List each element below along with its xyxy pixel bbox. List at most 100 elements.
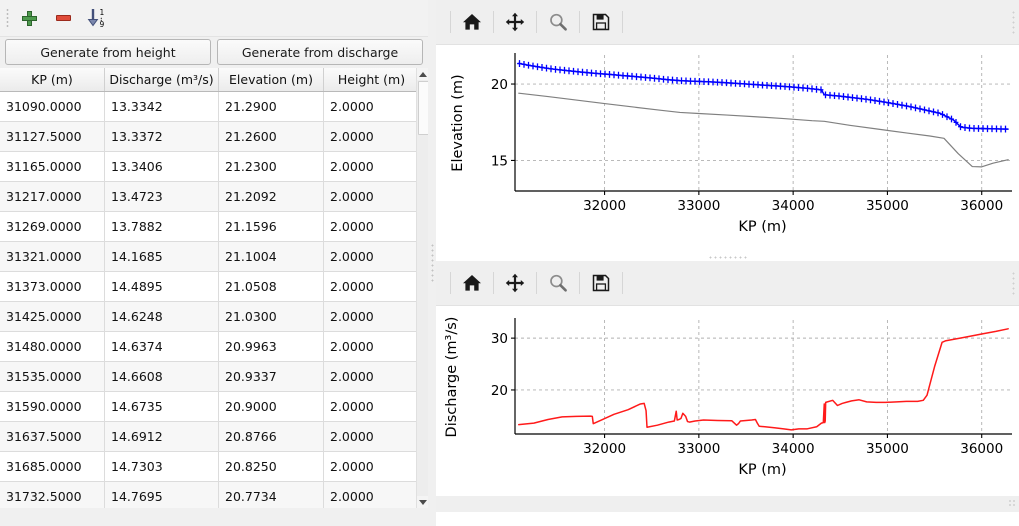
- table-row[interactable]: 31090.0000 13.3342 21.2900 2.0000: [0, 91, 416, 122]
- discharge-plot-canvas[interactable]: 32000 33000 34000 35000 36000 20 30 KP (m) Disch…: [436, 306, 1019, 496]
- home-button-2[interactable]: [455, 266, 489, 300]
- cell-elevation[interactable]: 20.9963: [218, 331, 324, 362]
- cell-height[interactable]: 2.0000: [323, 481, 416, 508]
- cell-kp[interactable]: 31732.5000: [0, 481, 105, 508]
- cell-discharge[interactable]: 14.7695: [104, 481, 219, 508]
- cell-height[interactable]: 2.0000: [323, 391, 416, 422]
- cell-kp[interactable]: 31127.5000: [0, 121, 105, 152]
- cell-elevation[interactable]: 20.7734: [218, 481, 324, 508]
- scroll-up-arrow-icon[interactable]: [417, 68, 429, 80]
- table-row[interactable]: 31590.0000 14.6735 20.9000 2.0000: [0, 391, 416, 422]
- scrollbar-track[interactable]: [417, 80, 429, 496]
- cell-discharge[interactable]: 13.4723: [104, 181, 219, 212]
- cell-elevation[interactable]: 20.9000: [218, 391, 324, 422]
- cell-discharge[interactable]: 14.6374: [104, 331, 219, 362]
- cell-height[interactable]: 2.0000: [323, 91, 416, 122]
- table-row[interactable]: 31165.0000 13.3406 21.2300 2.0000: [0, 151, 416, 182]
- table-row[interactable]: 31685.0000 14.7303 20.8250 2.0000: [0, 451, 416, 482]
- remove-row-button[interactable]: [46, 3, 80, 33]
- cell-discharge[interactable]: 14.6912: [104, 421, 219, 452]
- cell-discharge[interactable]: 14.7303: [104, 451, 219, 482]
- cell-elevation[interactable]: 20.8766: [218, 421, 324, 452]
- table-row[interactable]: 31425.0000 14.6248 21.0300 2.0000: [0, 301, 416, 332]
- cell-elevation[interactable]: 21.1004: [218, 241, 324, 272]
- cell-height[interactable]: 2.0000: [323, 331, 416, 362]
- cell-elevation[interactable]: 21.2092: [218, 181, 324, 212]
- cell-kp[interactable]: 31590.0000: [0, 391, 105, 422]
- cell-kp[interactable]: 31685.0000: [0, 451, 105, 482]
- table-row[interactable]: 31637.5000 14.6912 20.8766 2.0000: [0, 421, 416, 452]
- cell-height[interactable]: 2.0000: [323, 421, 416, 452]
- cell-kp[interactable]: 31165.0000: [0, 151, 105, 182]
- cell-elevation[interactable]: 21.2300: [218, 151, 324, 182]
- cell-height[interactable]: 2.0000: [323, 241, 416, 272]
- toolbar-drag-handle[interactable]: [2, 5, 12, 31]
- home-button[interactable]: [455, 5, 489, 39]
- cell-kp[interactable]: 31425.0000: [0, 301, 105, 332]
- data-table-container[interactable]: KP (m) Discharge (m³/s) Elevation (m) He…: [0, 68, 417, 508]
- cell-kp[interactable]: 31535.0000: [0, 361, 105, 392]
- cell-discharge[interactable]: 13.3342: [104, 91, 219, 122]
- generate-from-discharge-button[interactable]: Generate from discharge: [217, 39, 423, 65]
- cell-elevation[interactable]: 20.8250: [218, 451, 324, 482]
- table-row[interactable]: 31535.0000 14.6608 20.9337 2.0000: [0, 361, 416, 392]
- sort-rows-button[interactable]: 1 9: [80, 3, 114, 33]
- cell-kp[interactable]: 31373.0000: [0, 271, 105, 302]
- table-row[interactable]: 31321.0000 14.1685 21.1004 2.0000: [0, 241, 416, 272]
- scroll-down-arrow-icon[interactable]: [417, 496, 429, 508]
- pan-button[interactable]: [498, 5, 532, 39]
- cell-elevation[interactable]: 20.9337: [218, 361, 324, 392]
- discharge-plot[interactable]: 32000 33000 34000 35000 36000 20 30 KP (m) Disch…: [436, 306, 1019, 496]
- cell-discharge[interactable]: 14.6608: [104, 361, 219, 392]
- zoom-button[interactable]: [541, 5, 575, 39]
- vertical-splitter[interactable]: [428, 0, 436, 526]
- cell-height[interactable]: 2.0000: [323, 361, 416, 392]
- cell-height[interactable]: 2.0000: [323, 121, 416, 152]
- table-row[interactable]: 31373.0000 14.4895 21.0508 2.0000: [0, 271, 416, 302]
- cell-height[interactable]: 2.0000: [323, 211, 416, 242]
- column-header-discharge[interactable]: Discharge (m³/s): [104, 68, 219, 92]
- save-figure-button-2[interactable]: [584, 266, 618, 300]
- cell-kp[interactable]: 31321.0000: [0, 241, 105, 272]
- column-header-height[interactable]: Height (m): [323, 68, 416, 92]
- cell-kp[interactable]: 31480.0000: [0, 331, 105, 362]
- cell-elevation[interactable]: 21.2900: [218, 91, 324, 122]
- add-row-button[interactable]: [12, 3, 46, 33]
- horizontal-splitter[interactable]: [436, 253, 1019, 261]
- cell-discharge[interactable]: 13.3406: [104, 151, 219, 182]
- cell-discharge[interactable]: 14.1685: [104, 241, 219, 272]
- table-row[interactable]: 31217.0000 13.4723 21.2092 2.0000: [0, 181, 416, 212]
- pan-button-2[interactable]: [498, 266, 532, 300]
- cell-elevation[interactable]: 21.0300: [218, 301, 324, 332]
- cell-discharge[interactable]: 13.3372: [104, 121, 219, 152]
- table-row[interactable]: 31269.0000 13.7882 21.1596 2.0000: [0, 211, 416, 242]
- table-vertical-scrollbar[interactable]: [416, 68, 430, 508]
- cell-discharge[interactable]: 13.7882: [104, 211, 219, 242]
- cell-discharge[interactable]: 14.4895: [104, 271, 219, 302]
- column-header-kp[interactable]: KP (m): [0, 68, 105, 92]
- resize-grip-icon[interactable]: [1008, 499, 1016, 508]
- cell-elevation[interactable]: 21.0508: [218, 271, 324, 302]
- cell-discharge[interactable]: 14.6248: [104, 301, 219, 332]
- cell-kp[interactable]: 31090.0000: [0, 91, 105, 122]
- column-header-elevation[interactable]: Elevation (m): [218, 68, 324, 92]
- table-row[interactable]: 31127.5000 13.3372 21.2600 2.0000: [0, 121, 416, 152]
- table-row[interactable]: 31480.0000 14.6374 20.9963 2.0000: [0, 331, 416, 362]
- cell-kp[interactable]: 31637.5000: [0, 421, 105, 452]
- elevation-plot[interactable]: 32000 33000 34000 35000 36000 15 20 KP (m) Eleva…: [436, 45, 1019, 253]
- cell-height[interactable]: 2.0000: [323, 301, 416, 332]
- cell-elevation[interactable]: 21.2600: [218, 121, 324, 152]
- cell-height[interactable]: 2.0000: [323, 451, 416, 482]
- cell-height[interactable]: 2.0000: [323, 181, 416, 212]
- cell-discharge[interactable]: 14.6735: [104, 391, 219, 422]
- elevation-plot-canvas[interactable]: 32000 33000 34000 35000 36000 15 20 KP (m) Eleva…: [436, 45, 1019, 253]
- generate-from-height-button[interactable]: Generate from height: [5, 39, 211, 65]
- cell-kp[interactable]: 31269.0000: [0, 211, 105, 242]
- cell-elevation[interactable]: 21.1596: [218, 211, 324, 242]
- table-row[interactable]: 31732.5000 14.7695 20.7734 2.0000: [0, 481, 416, 508]
- cell-height[interactable]: 2.0000: [323, 271, 416, 302]
- cell-kp[interactable]: 31217.0000: [0, 181, 105, 212]
- cell-height[interactable]: 2.0000: [323, 151, 416, 182]
- save-figure-button[interactable]: [584, 5, 618, 39]
- zoom-button-2[interactable]: [541, 266, 575, 300]
